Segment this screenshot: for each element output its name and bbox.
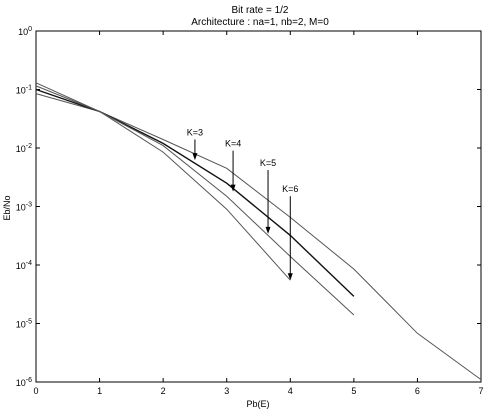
y-tick-label: 10-4 — [16, 260, 32, 271]
y-tick-label: 10-3 — [16, 202, 32, 213]
annotation-arrowhead-k-4 — [230, 184, 236, 192]
x-tick-label: 2 — [161, 386, 166, 396]
x-tick-label: 7 — [478, 386, 483, 396]
y-tick-label: 100 — [18, 26, 32, 37]
chart-subtitle: Architecture : na=1, nb=2, M=0 — [191, 17, 329, 28]
annotation-label-k-6: K=6 — [282, 184, 298, 194]
x-tick-label: 3 — [224, 386, 229, 396]
annotation-arrowhead-k-3 — [192, 153, 198, 161]
y-tick-label: 10-6 — [16, 377, 32, 388]
series-line-k-4 — [35, 88, 355, 297]
annotation-arrowhead-k-6 — [287, 273, 293, 281]
x-tick-label: 5 — [351, 386, 356, 396]
x-tick-label: 0 — [33, 386, 38, 396]
y-tick-label: 10-1 — [16, 85, 32, 96]
annotation-label-k-5: K=5 — [260, 158, 276, 168]
annotation-arrowhead-k-5 — [265, 226, 271, 234]
chart-title: Bit rate = 1/2 — [232, 5, 289, 16]
y-tick-label: 10-2 — [16, 143, 32, 154]
x-tick-label: 6 — [415, 386, 420, 396]
x-tick-label: 4 — [288, 386, 293, 396]
annotation-label-k-4: K=4 — [225, 139, 241, 149]
series-line-k-5 — [35, 85, 355, 316]
x-axis-label: Pb(E) — [246, 399, 269, 409]
x-tick-label: 1 — [97, 386, 102, 396]
plot-frame — [35, 30, 482, 383]
series-line-k-6 — [35, 82, 291, 281]
series-line-k-3 — [35, 93, 482, 381]
annotation-label-k-3: K=3 — [187, 127, 203, 137]
y-tick-label: 10-5 — [16, 319, 32, 330]
y-axis-label: Eb/No — [2, 195, 12, 220]
plot-area: 0 1 2 3 4 5 6 7 10-6 10-5 10-4 10-3 10-2 10-1 100 K=3 K=… — [16, 26, 484, 396]
